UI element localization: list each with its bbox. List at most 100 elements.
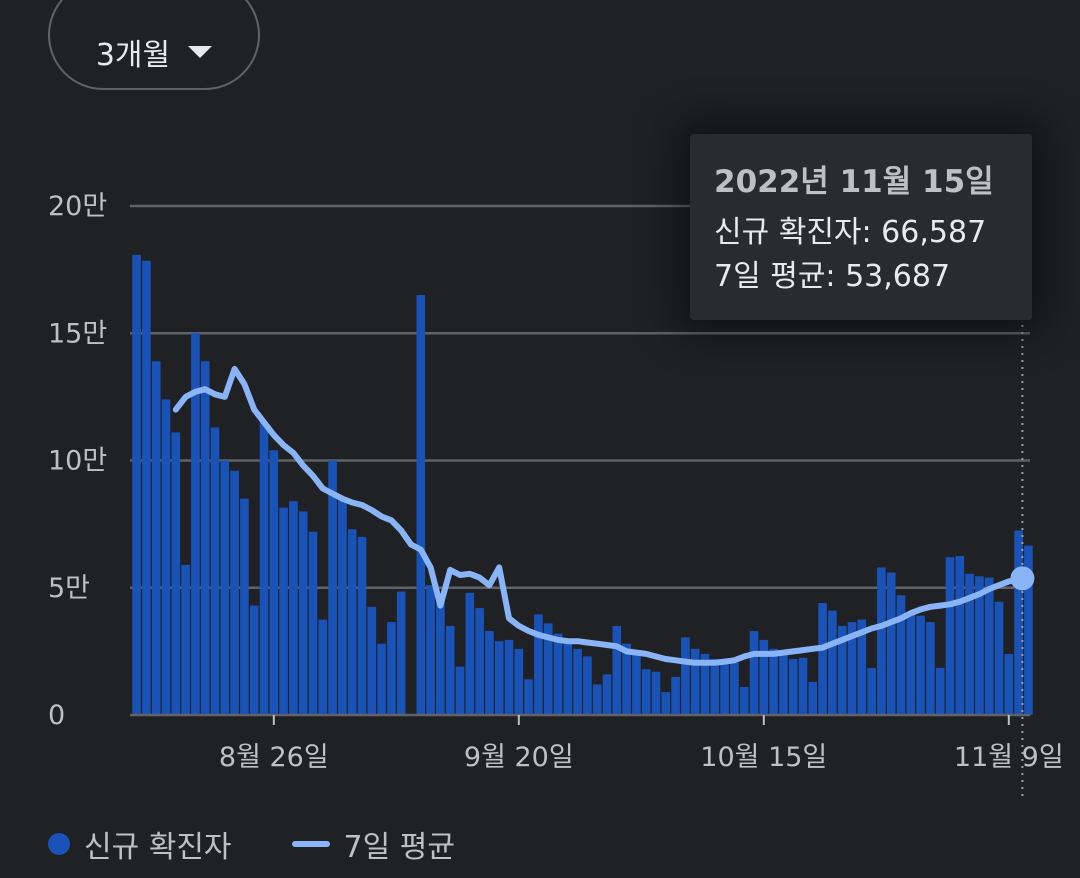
bar-new-cases[interactable] bbox=[828, 610, 837, 715]
bar-new-cases[interactable] bbox=[347, 529, 357, 715]
bar-new-cases[interactable] bbox=[935, 667, 945, 715]
bar-new-cases[interactable] bbox=[671, 676, 680, 715]
bar-new-cases[interactable] bbox=[318, 619, 328, 715]
bar-new-cases[interactable] bbox=[259, 422, 269, 715]
bar-new-cases[interactable] bbox=[465, 592, 475, 715]
bar-new-cases[interactable] bbox=[896, 595, 906, 715]
bar-new-cases[interactable] bbox=[700, 653, 710, 715]
bar-new-cases[interactable] bbox=[494, 641, 504, 715]
axes: 0 5만 10만 15만 20만 8월 26일 9월 20일 10월 15일 11월 9일 bbox=[48, 191, 1064, 773]
bar-new-cases[interactable] bbox=[681, 637, 690, 715]
bar-new-cases[interactable] bbox=[592, 684, 602, 715]
bar-new-cases[interactable] bbox=[436, 600, 445, 715]
bar-new-cases[interactable] bbox=[445, 625, 455, 715]
bar-new-cases[interactable] bbox=[524, 679, 533, 715]
bar-new-cases[interactable] bbox=[151, 361, 161, 715]
bar-new-cases[interactable] bbox=[847, 622, 857, 715]
date-range-dropdown[interactable]: 3개월 bbox=[48, 0, 260, 90]
bar-new-cases[interactable] bbox=[475, 608, 484, 715]
bar-new-cases[interactable] bbox=[210, 427, 220, 715]
bar-new-cases[interactable] bbox=[877, 567, 886, 715]
bar-new-cases[interactable] bbox=[269, 450, 279, 715]
legend-item-average[interactable]: 7일 평균 bbox=[291, 822, 455, 866]
bar-new-cases[interactable] bbox=[916, 615, 925, 715]
bar-new-cases[interactable] bbox=[1014, 530, 1023, 715]
bar-new-cases[interactable] bbox=[798, 657, 808, 715]
bar-new-cases[interactable] bbox=[249, 605, 259, 715]
bar-new-cases[interactable] bbox=[328, 460, 337, 716]
bar-new-cases[interactable] bbox=[788, 659, 798, 715]
bar-new-cases[interactable] bbox=[739, 687, 749, 715]
bar-new-cases[interactable] bbox=[416, 295, 426, 715]
bar-new-cases[interactable] bbox=[563, 643, 573, 715]
bar-new-cases[interactable] bbox=[906, 613, 916, 715]
bar-new-cases[interactable] bbox=[651, 671, 661, 715]
bar-new-cases[interactable] bbox=[1024, 545, 1033, 715]
chevron-down-icon bbox=[188, 46, 213, 58]
bar-new-cases[interactable] bbox=[396, 591, 406, 715]
bar-new-cases[interactable] bbox=[289, 501, 298, 715]
bar-new-cases[interactable] bbox=[298, 511, 308, 715]
bar-new-cases[interactable] bbox=[514, 648, 524, 715]
y-tick-label: 0 bbox=[48, 700, 65, 731]
bar-new-cases[interactable] bbox=[220, 460, 230, 716]
bar-new-cases[interactable] bbox=[142, 260, 151, 715]
bar-new-cases[interactable] bbox=[730, 662, 739, 715]
bar-new-cases[interactable] bbox=[955, 555, 965, 715]
bar-new-cases[interactable] bbox=[867, 667, 876, 715]
bar-new-cases[interactable] bbox=[602, 674, 612, 715]
bar-new-cases[interactable] bbox=[975, 576, 984, 715]
bar-new-cases[interactable] bbox=[857, 619, 867, 715]
bar-new-cases[interactable] bbox=[200, 361, 210, 715]
bar-new-cases[interactable] bbox=[690, 648, 700, 715]
bar-new-cases[interactable] bbox=[886, 572, 896, 715]
bar-new-cases[interactable] bbox=[161, 399, 171, 715]
bar-new-cases[interactable] bbox=[240, 498, 249, 715]
bar-new-cases[interactable] bbox=[965, 573, 974, 715]
bar-new-cases[interactable] bbox=[583, 656, 592, 715]
bar-new-cases[interactable] bbox=[504, 639, 514, 715]
bar-new-cases[interactable] bbox=[926, 622, 935, 715]
bar-new-cases[interactable] bbox=[573, 648, 582, 715]
bar-new-cases[interactable] bbox=[945, 557, 955, 715]
bar-new-cases[interactable] bbox=[984, 577, 994, 715]
bar-new-cases[interactable] bbox=[357, 536, 367, 715]
bar-new-cases[interactable] bbox=[171, 432, 181, 716]
bar-new-cases[interactable] bbox=[377, 643, 386, 715]
bar-new-cases[interactable] bbox=[181, 564, 190, 715]
bar-new-cases[interactable] bbox=[710, 659, 720, 715]
bar-new-cases[interactable] bbox=[759, 639, 769, 715]
bar-new-cases[interactable] bbox=[338, 498, 347, 715]
bar-new-cases[interactable] bbox=[749, 631, 759, 715]
bar-new-cases[interactable] bbox=[132, 254, 141, 716]
bar-new-cases[interactable] bbox=[622, 643, 631, 715]
bar-new-cases[interactable] bbox=[279, 507, 288, 715]
bar-new-cases[interactable] bbox=[455, 666, 465, 715]
bar-new-cases[interactable] bbox=[632, 651, 641, 716]
bar-new-cases[interactable] bbox=[485, 631, 494, 715]
bar-new-cases[interactable] bbox=[818, 603, 827, 715]
hover-point-marker[interactable] bbox=[1010, 566, 1035, 591]
bar-new-cases[interactable] bbox=[534, 614, 543, 715]
bar-new-cases[interactable] bbox=[779, 653, 788, 715]
bar-new-cases[interactable] bbox=[837, 625, 847, 715]
bar-new-cases[interactable] bbox=[387, 622, 396, 715]
line-seven-day-average[interactable] bbox=[172, 365, 1032, 666]
bar-new-cases[interactable] bbox=[308, 531, 318, 715]
bar-new-cases[interactable] bbox=[367, 606, 377, 715]
bar-new-cases[interactable] bbox=[994, 601, 1004, 715]
bar-new-cases[interactable] bbox=[191, 333, 200, 715]
bar-new-cases[interactable] bbox=[1004, 653, 1014, 715]
bar-new-cases[interactable] bbox=[612, 625, 622, 715]
bar-new-cases[interactable] bbox=[661, 692, 671, 715]
bar-new-cases[interactable] bbox=[641, 669, 651, 715]
bar-new-cases[interactable] bbox=[426, 585, 435, 715]
bar-new-cases[interactable] bbox=[769, 648, 778, 715]
legend-item-cases[interactable]: 신규 확진자 bbox=[48, 822, 232, 866]
bar-new-cases[interactable] bbox=[720, 661, 729, 715]
bar-new-cases[interactable] bbox=[230, 470, 239, 715]
bar-new-cases[interactable] bbox=[553, 633, 563, 715]
bar-new-cases[interactable] bbox=[543, 623, 553, 715]
bar-new-cases[interactable] bbox=[808, 681, 818, 715]
